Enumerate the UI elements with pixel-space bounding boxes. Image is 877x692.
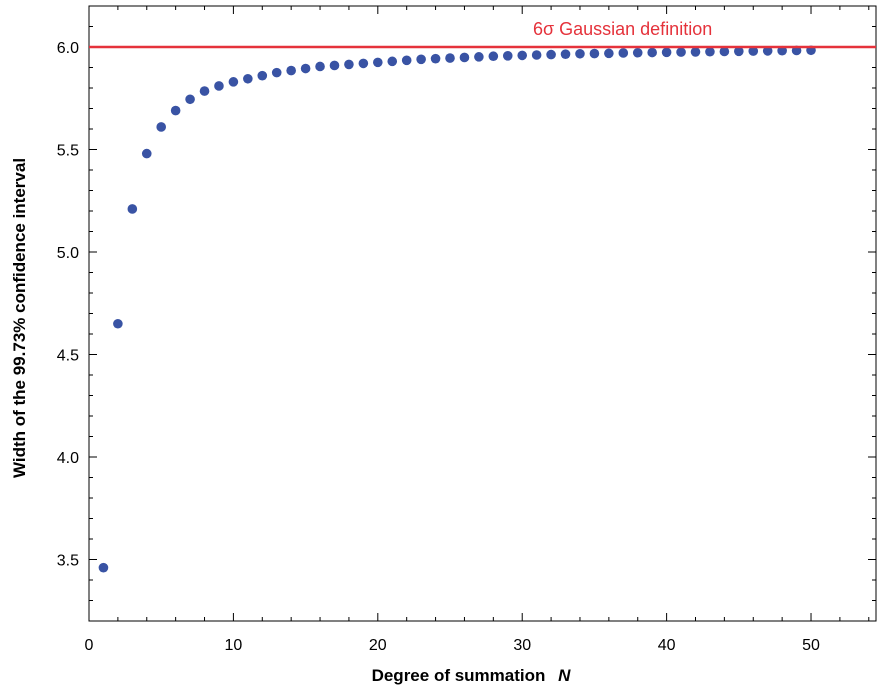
data-point [430, 53, 441, 64]
data-point [344, 59, 354, 70]
data-point [560, 49, 571, 59]
x-tick-label: 30 [513, 637, 531, 654]
data-point [517, 50, 528, 61]
y-axis-title: Width of the 99.73% confidence interval [10, 158, 29, 478]
x-tick-label: 0 [85, 637, 94, 654]
data-point [300, 63, 311, 74]
data-point [690, 47, 701, 57]
data-point [661, 47, 672, 58]
data-point [358, 58, 369, 69]
data-point [777, 45, 787, 56]
y-tick-label: 4.0 [57, 450, 79, 467]
data-point [546, 49, 556, 60]
data-point [719, 46, 730, 57]
data-point [502, 51, 513, 61]
data-point [387, 56, 398, 67]
y-tick-label: 4.5 [57, 348, 79, 365]
data-point [632, 47, 643, 58]
data-point [618, 48, 629, 58]
data-point [98, 562, 109, 573]
axis-ticks: 0 10 20 30 40 50 3.5 4.0 4.5 5.0 5.5 6.0 [57, 6, 876, 654]
y-tick-label: 3.5 [57, 553, 79, 570]
data-point [170, 105, 181, 116]
data-point [214, 81, 224, 91]
data-point [748, 46, 759, 56]
data-point [113, 318, 123, 329]
reference-line-group: 6σ Gaussian definition [89, 19, 876, 49]
data-point [199, 86, 210, 96]
data-point [228, 77, 239, 87]
y-tick-label: 5.0 [57, 245, 79, 262]
data-point [445, 53, 455, 63]
data-point [315, 61, 325, 72]
data-point [243, 73, 253, 84]
reference-line-label: 6σ Gaussian definition [533, 19, 712, 39]
x-tick-label: 10 [225, 637, 243, 654]
y-tick-label: 6.0 [57, 40, 79, 57]
plot-frame [88, 5, 877, 622]
data-point [705, 46, 715, 57]
data-point [156, 122, 167, 132]
data-point [401, 55, 412, 66]
data-point [488, 51, 499, 62]
y-tick-label: 5.5 [57, 143, 79, 160]
data-point [185, 94, 195, 105]
x-tick-label: 40 [658, 637, 676, 654]
data-point [676, 47, 686, 57]
data-point [271, 67, 282, 78]
x-tick-label: 50 [802, 637, 820, 654]
data-point [647, 47, 657, 58]
data-points [98, 45, 816, 573]
data-point [127, 204, 138, 214]
data-point [474, 52, 484, 62]
data-point [531, 50, 542, 60]
data-point [575, 48, 585, 59]
data-point [604, 48, 614, 59]
x-tick-label: 20 [369, 637, 387, 654]
data-point [416, 54, 426, 65]
x-axis-title: Degree of summation N [372, 666, 572, 685]
data-point [459, 52, 470, 63]
data-point [762, 46, 773, 56]
plot-area [88, 5, 877, 622]
data-point [373, 57, 383, 68]
data-point [589, 48, 600, 59]
data-point [141, 148, 152, 159]
data-point [257, 70, 268, 81]
data-point [329, 60, 340, 71]
data-point [734, 46, 744, 57]
data-point [286, 65, 296, 76]
